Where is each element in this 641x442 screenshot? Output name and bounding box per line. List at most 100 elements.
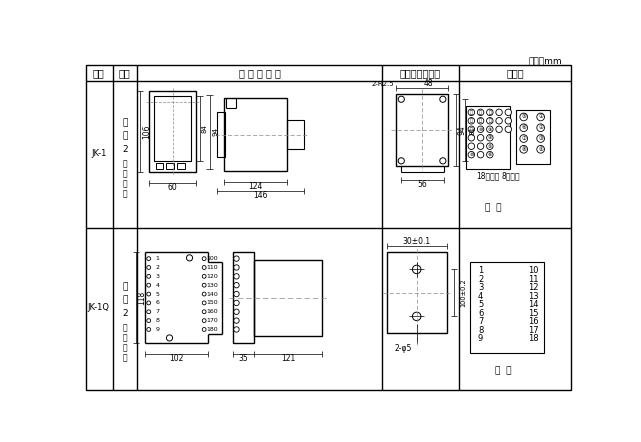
Text: 170: 170 [206,318,218,323]
Circle shape [234,327,239,332]
Text: 图号: 图号 [93,68,104,78]
Text: 接: 接 [122,343,127,352]
Text: 12: 12 [528,283,538,293]
Text: 124: 124 [249,182,263,191]
Circle shape [487,143,493,149]
Text: 5: 5 [478,300,483,309]
Text: 线: 线 [122,354,127,362]
Text: JK-1: JK-1 [91,149,106,158]
Circle shape [412,265,421,274]
Circle shape [478,118,484,124]
Text: ②: ② [538,125,543,130]
Text: 图: 图 [122,296,128,305]
Text: 2: 2 [155,265,159,270]
Bar [470,262,544,353]
Circle shape [496,118,503,124]
Text: 8点端子: 8点端子 [502,171,520,180]
Text: 线: 线 [122,190,127,198]
Text: 2-φ5: 2-φ5 [394,344,412,353]
Text: 接: 接 [122,179,127,188]
Text: 150: 150 [206,301,218,305]
Text: ⑥: ⑥ [521,125,526,130]
Text: 15: 15 [528,309,538,318]
Circle shape [478,126,484,133]
Circle shape [202,257,206,260]
Bar [224,99,287,171]
Circle shape [147,328,151,332]
Bar [217,112,225,157]
Circle shape [478,134,484,141]
Text: ⑩: ⑩ [469,152,474,157]
Circle shape [468,109,474,115]
Bar [167,163,174,168]
Circle shape [234,274,239,279]
Circle shape [505,126,512,133]
Circle shape [202,274,206,278]
Text: 84: 84 [202,124,208,133]
Text: 板: 板 [122,324,127,332]
Circle shape [478,143,484,149]
Text: 110: 110 [206,265,218,270]
Text: 16: 16 [528,317,538,326]
Text: ⑱: ⑱ [470,110,473,115]
Circle shape [520,113,528,121]
Text: 前: 前 [122,333,127,343]
Circle shape [147,257,151,260]
Circle shape [147,292,151,296]
Text: 正  视: 正 视 [495,366,512,376]
Text: ④: ④ [488,135,492,140]
Text: 2-R2.5: 2-R2.5 [372,81,394,87]
Circle shape [167,335,172,341]
Text: 120: 120 [206,274,218,279]
Text: ③: ③ [538,136,543,141]
Bar [516,110,550,164]
Text: ④: ④ [538,147,543,152]
Text: 14: 14 [528,300,538,309]
Circle shape [468,143,474,149]
Text: 102: 102 [169,354,183,363]
Text: 11: 11 [528,275,538,284]
Bar [396,94,448,166]
Text: JK-1Q: JK-1Q [88,303,110,312]
Text: 121: 121 [281,354,296,363]
Bar [387,252,447,333]
Text: 100: 100 [206,256,218,261]
Circle shape [202,319,206,323]
Circle shape [487,109,493,115]
Text: 2: 2 [478,275,483,284]
Text: 94: 94 [213,127,219,136]
Circle shape [440,96,446,102]
Circle shape [468,126,474,133]
Text: 1: 1 [155,256,159,261]
Circle shape [202,266,206,270]
Circle shape [496,126,503,133]
Circle shape [505,109,512,115]
Text: 3: 3 [155,274,159,279]
Circle shape [147,274,151,278]
Text: ⑯: ⑯ [488,110,491,115]
Text: 附: 附 [122,282,128,292]
Text: 图: 图 [122,132,128,141]
Circle shape [202,310,206,314]
Circle shape [440,158,446,164]
Bar [233,252,254,343]
Text: 140: 140 [206,292,218,297]
Text: 56: 56 [417,180,427,189]
Circle shape [537,124,544,132]
Circle shape [468,134,474,141]
Circle shape [520,135,528,142]
Text: 118: 118 [137,291,146,305]
Circle shape [234,282,239,288]
Circle shape [520,124,528,132]
Text: 48: 48 [424,80,433,88]
Circle shape [398,96,404,102]
Circle shape [147,283,151,287]
Text: 板: 板 [122,160,127,168]
Text: 30±0.1: 30±0.1 [403,237,431,246]
Circle shape [234,318,239,323]
Circle shape [487,118,493,124]
Text: 106: 106 [142,124,151,139]
Circle shape [147,319,151,323]
Bar [254,260,322,335]
Text: 3: 3 [478,283,483,293]
